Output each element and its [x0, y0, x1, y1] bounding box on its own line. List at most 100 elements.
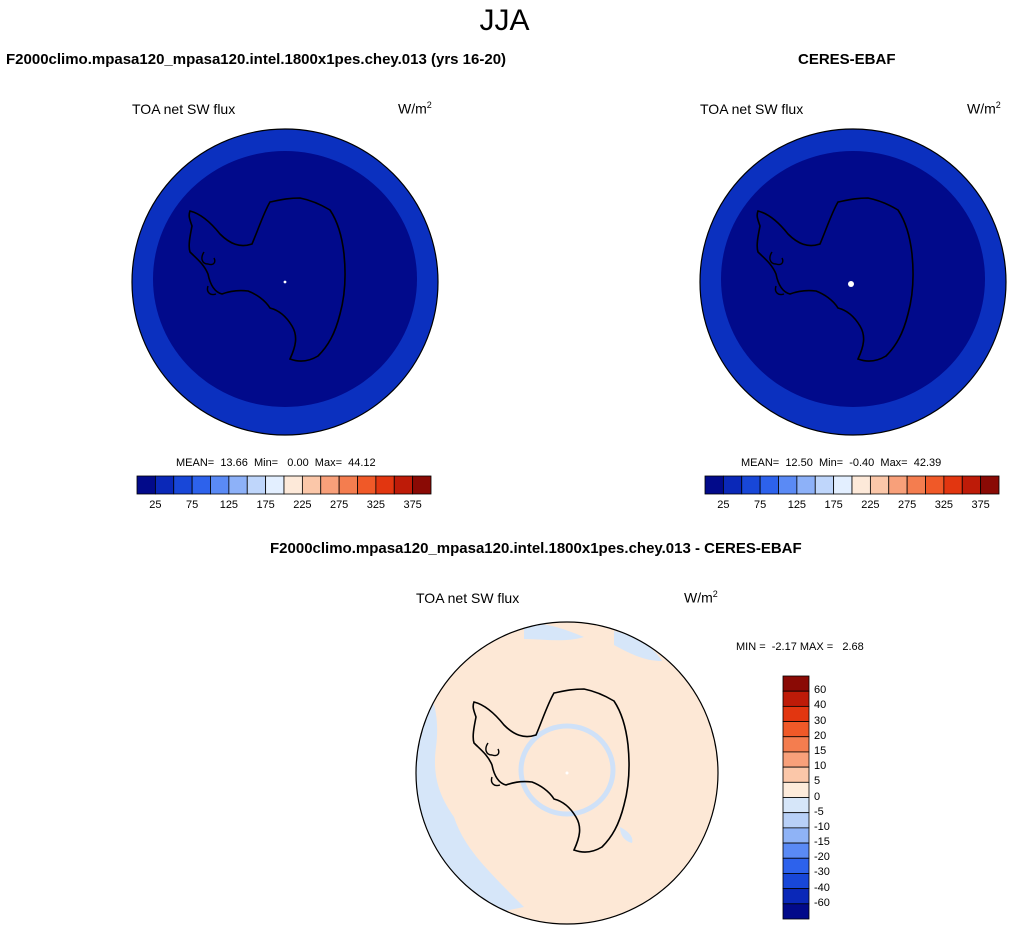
colorbar-tick-label: 375 [971, 499, 990, 511]
panel2-colorbar-ticks: 25 75 125 175 225 275 325 375 [705, 499, 999, 513]
colorbar-swatch [869, 475, 890, 495]
panel3-peninsula [485, 742, 501, 787]
panel1-colorbar-ticks: 25 75 125 175 225 275 325 375 [137, 499, 431, 513]
colorbar-swatch [741, 475, 761, 495]
colorbar-tick-label: 125 [787, 499, 807, 511]
colorbar-swatch [782, 721, 810, 738]
colorbar-swatch [154, 475, 175, 495]
colorbar-swatch [782, 766, 810, 783]
colorbar-swatch [722, 475, 743, 495]
panel1-units: W/m2 [398, 100, 432, 117]
panel3-title: F2000climo.mpasa120_mpasa120.intel.1800x… [270, 540, 802, 557]
panel3-antarctica-coastline [472, 688, 630, 853]
panel2-antarctica-coastline [756, 197, 914, 362]
colorbar-swatch [173, 475, 193, 495]
colorbar-swatch [191, 475, 211, 495]
colorbar-swatch [782, 781, 810, 798]
panel2-peninsula [769, 251, 785, 296]
colorbar-swatch [925, 475, 945, 495]
panel2-variable: TOA net SW flux [700, 101, 804, 117]
colorbar-swatch [814, 475, 835, 495]
colorbar-swatch [782, 888, 810, 905]
colorbar-tick-label: 75 [186, 499, 199, 511]
panel2-pole-marker [848, 281, 854, 287]
season-title: JJA [479, 4, 530, 37]
panel3-variable: TOA net SW flux [416, 590, 520, 606]
colorbar-swatch [283, 475, 303, 495]
panel2-inner-region [721, 151, 985, 407]
panel3-stats: MIN = -2.17 MAX = 2.68 [736, 641, 864, 653]
colorbar-tick-label: 30 [814, 714, 827, 727]
colorbar-tick-label: 20 [814, 729, 827, 742]
colorbar-swatch [980, 475, 1000, 495]
panel1-title: F2000climo.mpasa120_mpasa120.intel.1800x… [6, 51, 507, 68]
colorbar-swatch [265, 475, 285, 495]
colorbar-swatch [782, 736, 810, 753]
colorbar-swatch [782, 873, 810, 890]
colorbar-tick-label: 0 [814, 790, 821, 803]
colorbar-tick-label: 75 [754, 499, 767, 511]
colorbar-swatch [961, 475, 982, 495]
colorbar-swatch [782, 675, 810, 692]
colorbar-swatch [851, 475, 871, 495]
colorbar-swatch [782, 857, 810, 874]
colorbar-tick-label: -10 [814, 820, 830, 833]
colorbar-tick-label: 40 [814, 699, 827, 712]
panel1-antarctica-coastline [188, 197, 346, 362]
colorbar-tick-label: 15 [814, 744, 827, 757]
colorbar-tick-label: 275 [897, 499, 917, 511]
panel2-colorbar [704, 475, 1000, 495]
colorbar-swatch [906, 475, 926, 495]
panel3-negative-patch-east [620, 827, 633, 843]
colorbar-swatch [393, 475, 414, 495]
colorbar-tick-label: -40 [814, 881, 830, 894]
colorbar-swatch [375, 475, 395, 495]
colorbar-swatch [782, 797, 810, 814]
colorbar-tick-label: 225 [861, 499, 880, 511]
colorbar-swatch [943, 475, 963, 495]
colorbar-swatch [782, 705, 810, 722]
panel2-units: W/m2 [967, 100, 1001, 117]
colorbar-swatch [228, 475, 248, 495]
colorbar-tick-label: 25 [149, 499, 162, 511]
panel1-peninsula [201, 251, 217, 296]
colorbar-swatch [782, 903, 810, 920]
colorbar-swatch [210, 475, 230, 495]
colorbar-swatch [246, 475, 267, 495]
panel3-colorbar-ticks: 60 40 30 20 15 10 5 0 -5 -10 -15 -20 -30 -40 -60 [814, 676, 854, 919]
panel3-colorbar [782, 675, 810, 920]
colorbar-tick-label: -30 [814, 866, 830, 879]
colorbar-swatch [759, 475, 779, 495]
panel3-negative-patch-ne [614, 631, 662, 661]
colorbar-swatch [833, 475, 853, 495]
colorbar-tick-label: 10 [814, 760, 827, 773]
panel1-colorbar [136, 475, 432, 495]
colorbar-swatch [778, 475, 798, 495]
colorbar-swatch [320, 475, 340, 495]
colorbar-swatch [338, 475, 358, 495]
colorbar-tick-label: -20 [814, 851, 830, 864]
panel3-ring [518, 723, 616, 817]
colorbar-tick-label: -5 [814, 805, 824, 818]
colorbar-tick-label: 275 [329, 499, 349, 511]
panel3-negative-patch-north [524, 623, 584, 641]
colorbar-swatch [782, 751, 810, 768]
colorbar-tick-label: 225 [293, 499, 312, 511]
colorbar-swatch [136, 475, 156, 495]
colorbar-swatch [412, 475, 432, 495]
colorbar-tick-label: 175 [256, 499, 275, 511]
colorbar-tick-label: 325 [934, 499, 954, 511]
panel3-units: W/m2 [684, 589, 718, 606]
colorbar-tick-label: 325 [366, 499, 386, 511]
colorbar-tick-label: -15 [814, 836, 830, 849]
colorbar-swatch [796, 475, 816, 495]
panel3-map [415, 621, 719, 925]
panel2-title: CERES-EBAF [798, 51, 896, 68]
panel2-map [699, 128, 1007, 436]
panel3-outline [415, 621, 719, 925]
colorbar-tick-label: 5 [814, 775, 821, 788]
panel3-pole-marker [565, 771, 569, 775]
colorbar-swatch [357, 475, 377, 495]
panel1-map [131, 128, 439, 436]
colorbar-tick-label: 375 [403, 499, 422, 511]
